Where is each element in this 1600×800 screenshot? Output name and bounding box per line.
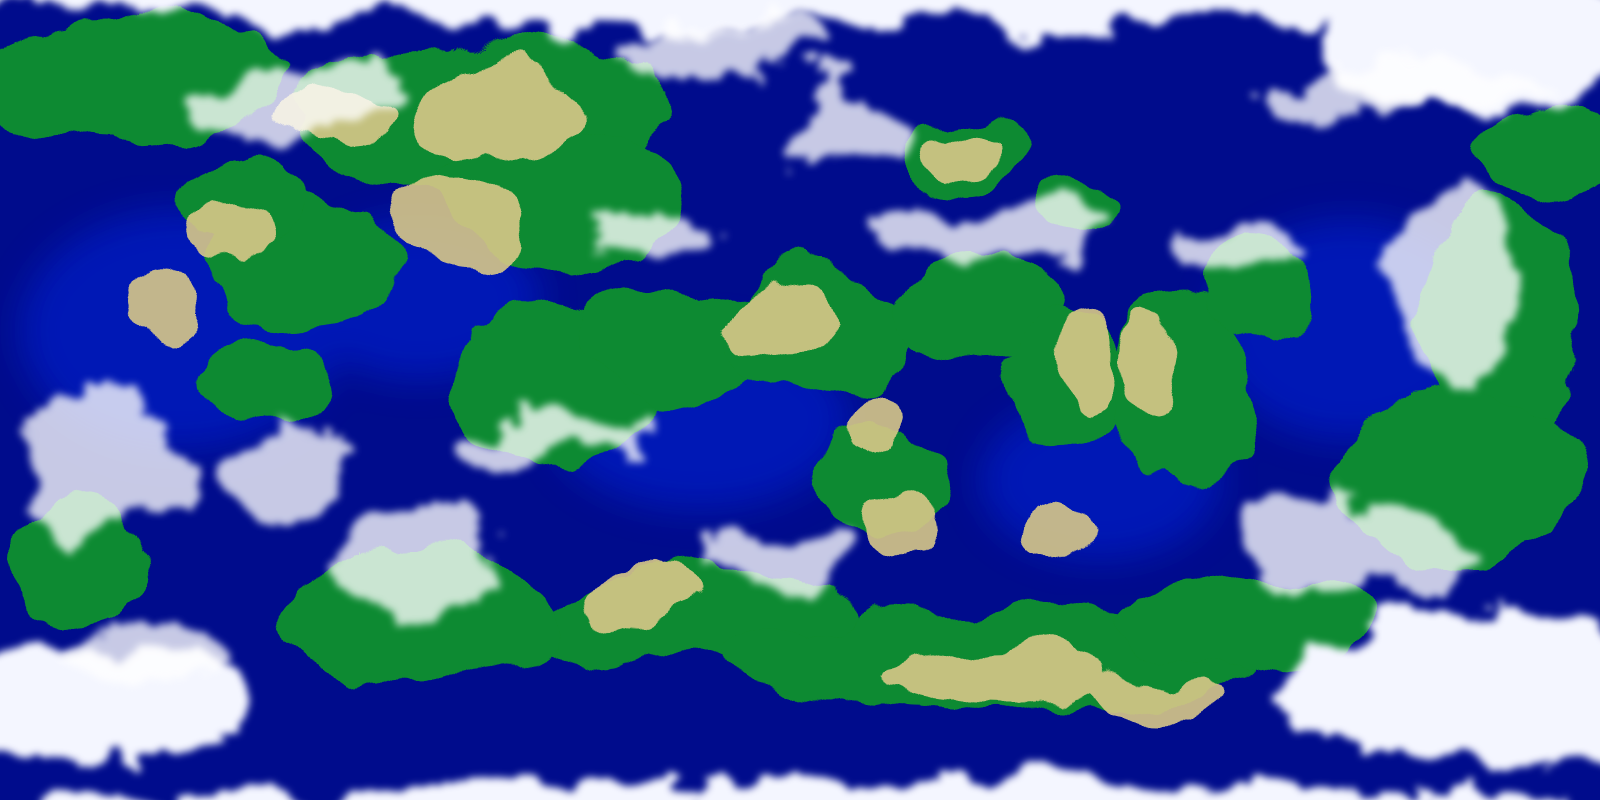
highland: [880, 655, 1120, 705]
cloud: [1170, 210, 1290, 270]
cloud-swirls: [10, 20, 1550, 680]
cloud: [60, 620, 220, 680]
land-mass: [190, 330, 330, 430]
land-mass: [1340, 400, 1580, 560]
highland: [850, 390, 910, 450]
cloud: [700, 540, 860, 580]
cloud: [190, 70, 410, 130]
highland: [390, 180, 530, 280]
land-mass: [1110, 580, 1370, 660]
cloud: [590, 200, 710, 260]
cloud: [1380, 190, 1520, 370]
cloud: [1240, 490, 1360, 550]
highland: [720, 280, 840, 360]
highland: [190, 200, 270, 260]
highland: [860, 490, 940, 570]
highland: [420, 60, 580, 160]
cloud: [1250, 65, 1550, 115]
cloud: [10, 400, 190, 540]
north-ice-cap: [0, 0, 1600, 30]
cloud: [880, 205, 1120, 255]
cloud: [600, 20, 840, 80]
highland: [1100, 670, 1220, 710]
highland: [1050, 310, 1110, 410]
highland: [1020, 500, 1100, 560]
south-ice-patch: [1300, 610, 1600, 770]
south-ice-cap: [80, 780, 1520, 800]
highland: [925, 125, 995, 175]
cloud: [780, 80, 920, 160]
highland: [110, 270, 190, 330]
cloud: [330, 510, 510, 610]
land-mass: [1480, 110, 1600, 190]
highland: [1120, 330, 1180, 410]
cloud: [210, 420, 350, 520]
land-mass: [900, 250, 1060, 350]
cloud: [460, 420, 660, 460]
highland: [580, 570, 700, 630]
